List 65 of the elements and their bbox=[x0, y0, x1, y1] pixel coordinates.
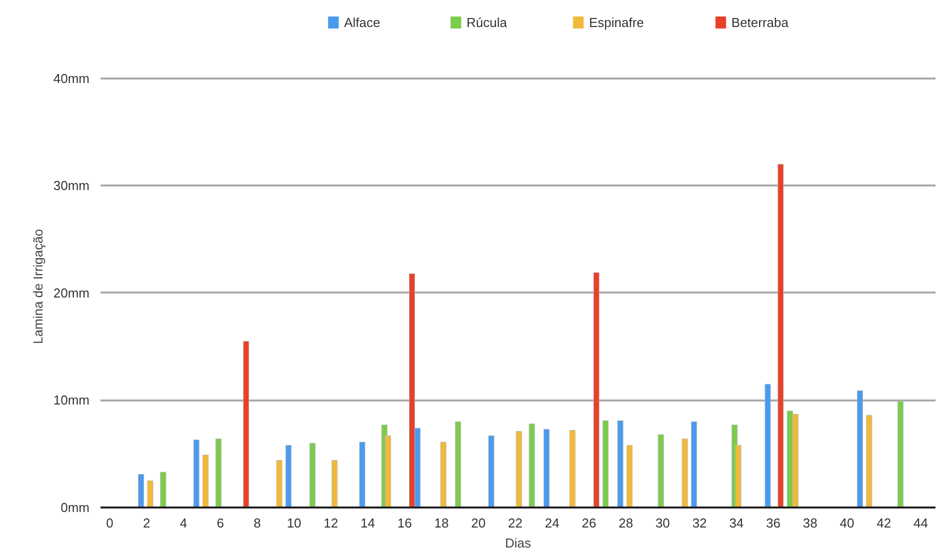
bar bbox=[866, 414, 872, 508]
y-axis-title: Lamina de Irrigação bbox=[30, 229, 46, 344]
bar bbox=[359, 442, 366, 508]
bar bbox=[626, 445, 633, 508]
bar bbox=[856, 390, 863, 508]
bar bbox=[528, 424, 535, 508]
y-tick-label: 30mm bbox=[53, 178, 90, 194]
x-tick-label: 16 bbox=[397, 516, 412, 530]
bar bbox=[455, 421, 462, 508]
x-tick-label: 36 bbox=[766, 516, 781, 530]
x-tick-label: 8 bbox=[254, 516, 261, 530]
legend-label: Rúcula bbox=[466, 15, 508, 30]
bar bbox=[160, 472, 166, 508]
x-tick-label: 12 bbox=[324, 516, 338, 530]
legend-label: Espinafre bbox=[588, 15, 644, 30]
x-tick-label: 28 bbox=[618, 516, 634, 530]
x-axis-title: Dias bbox=[504, 536, 532, 550]
x-tick-label: 0 bbox=[106, 516, 114, 530]
y-tick-label: 0mm bbox=[60, 500, 90, 515]
bar bbox=[602, 420, 609, 508]
y-tick-label: 20mm bbox=[53, 285, 90, 300]
bar bbox=[691, 421, 698, 508]
bar bbox=[202, 454, 209, 508]
bar bbox=[764, 384, 771, 508]
x-tick-label: 14 bbox=[360, 516, 376, 530]
bar bbox=[544, 428, 550, 508]
bar bbox=[276, 460, 282, 508]
x-tick-label: 4 bbox=[180, 516, 188, 530]
x-tick-label: 22 bbox=[508, 516, 522, 530]
bar bbox=[193, 440, 200, 508]
bar bbox=[215, 438, 222, 508]
x-tick-label: 42 bbox=[876, 516, 892, 530]
bar bbox=[569, 430, 576, 508]
bar bbox=[309, 442, 316, 508]
y-tick-label: 40mm bbox=[53, 70, 90, 86]
bar bbox=[897, 401, 904, 508]
bar bbox=[147, 480, 154, 508]
y-tick-label: 10mm bbox=[53, 392, 90, 408]
bar bbox=[593, 272, 600, 508]
x-tick-label: 30 bbox=[655, 516, 670, 530]
x-tick-label: 10 bbox=[286, 516, 302, 530]
bar bbox=[286, 445, 292, 508]
bar bbox=[658, 434, 664, 508]
x-tick-label: 6 bbox=[216, 516, 224, 530]
x-tick-label: 2 bbox=[142, 516, 150, 530]
bar bbox=[617, 420, 624, 508]
bar bbox=[778, 164, 784, 508]
x-tick-label: 38 bbox=[802, 516, 818, 530]
x-tick-label: 40 bbox=[840, 516, 854, 530]
bar bbox=[516, 431, 522, 508]
legend-label: Beterraba bbox=[731, 15, 790, 30]
bar bbox=[332, 460, 338, 508]
x-tick-label: 24 bbox=[544, 516, 560, 530]
bar bbox=[440, 442, 446, 508]
x-tick-label: 34 bbox=[729, 516, 744, 530]
bar bbox=[138, 474, 144, 508]
legend-label: Alface bbox=[344, 15, 380, 30]
bar bbox=[682, 438, 688, 508]
x-tick-label: 26 bbox=[582, 516, 596, 530]
bar bbox=[243, 340, 250, 508]
bar bbox=[488, 435, 494, 508]
x-tick-label: 20 bbox=[471, 516, 486, 530]
x-tick-label: 32 bbox=[692, 516, 707, 530]
x-tick-label: 18 bbox=[434, 516, 449, 530]
x-tick-label: 44 bbox=[914, 516, 928, 530]
